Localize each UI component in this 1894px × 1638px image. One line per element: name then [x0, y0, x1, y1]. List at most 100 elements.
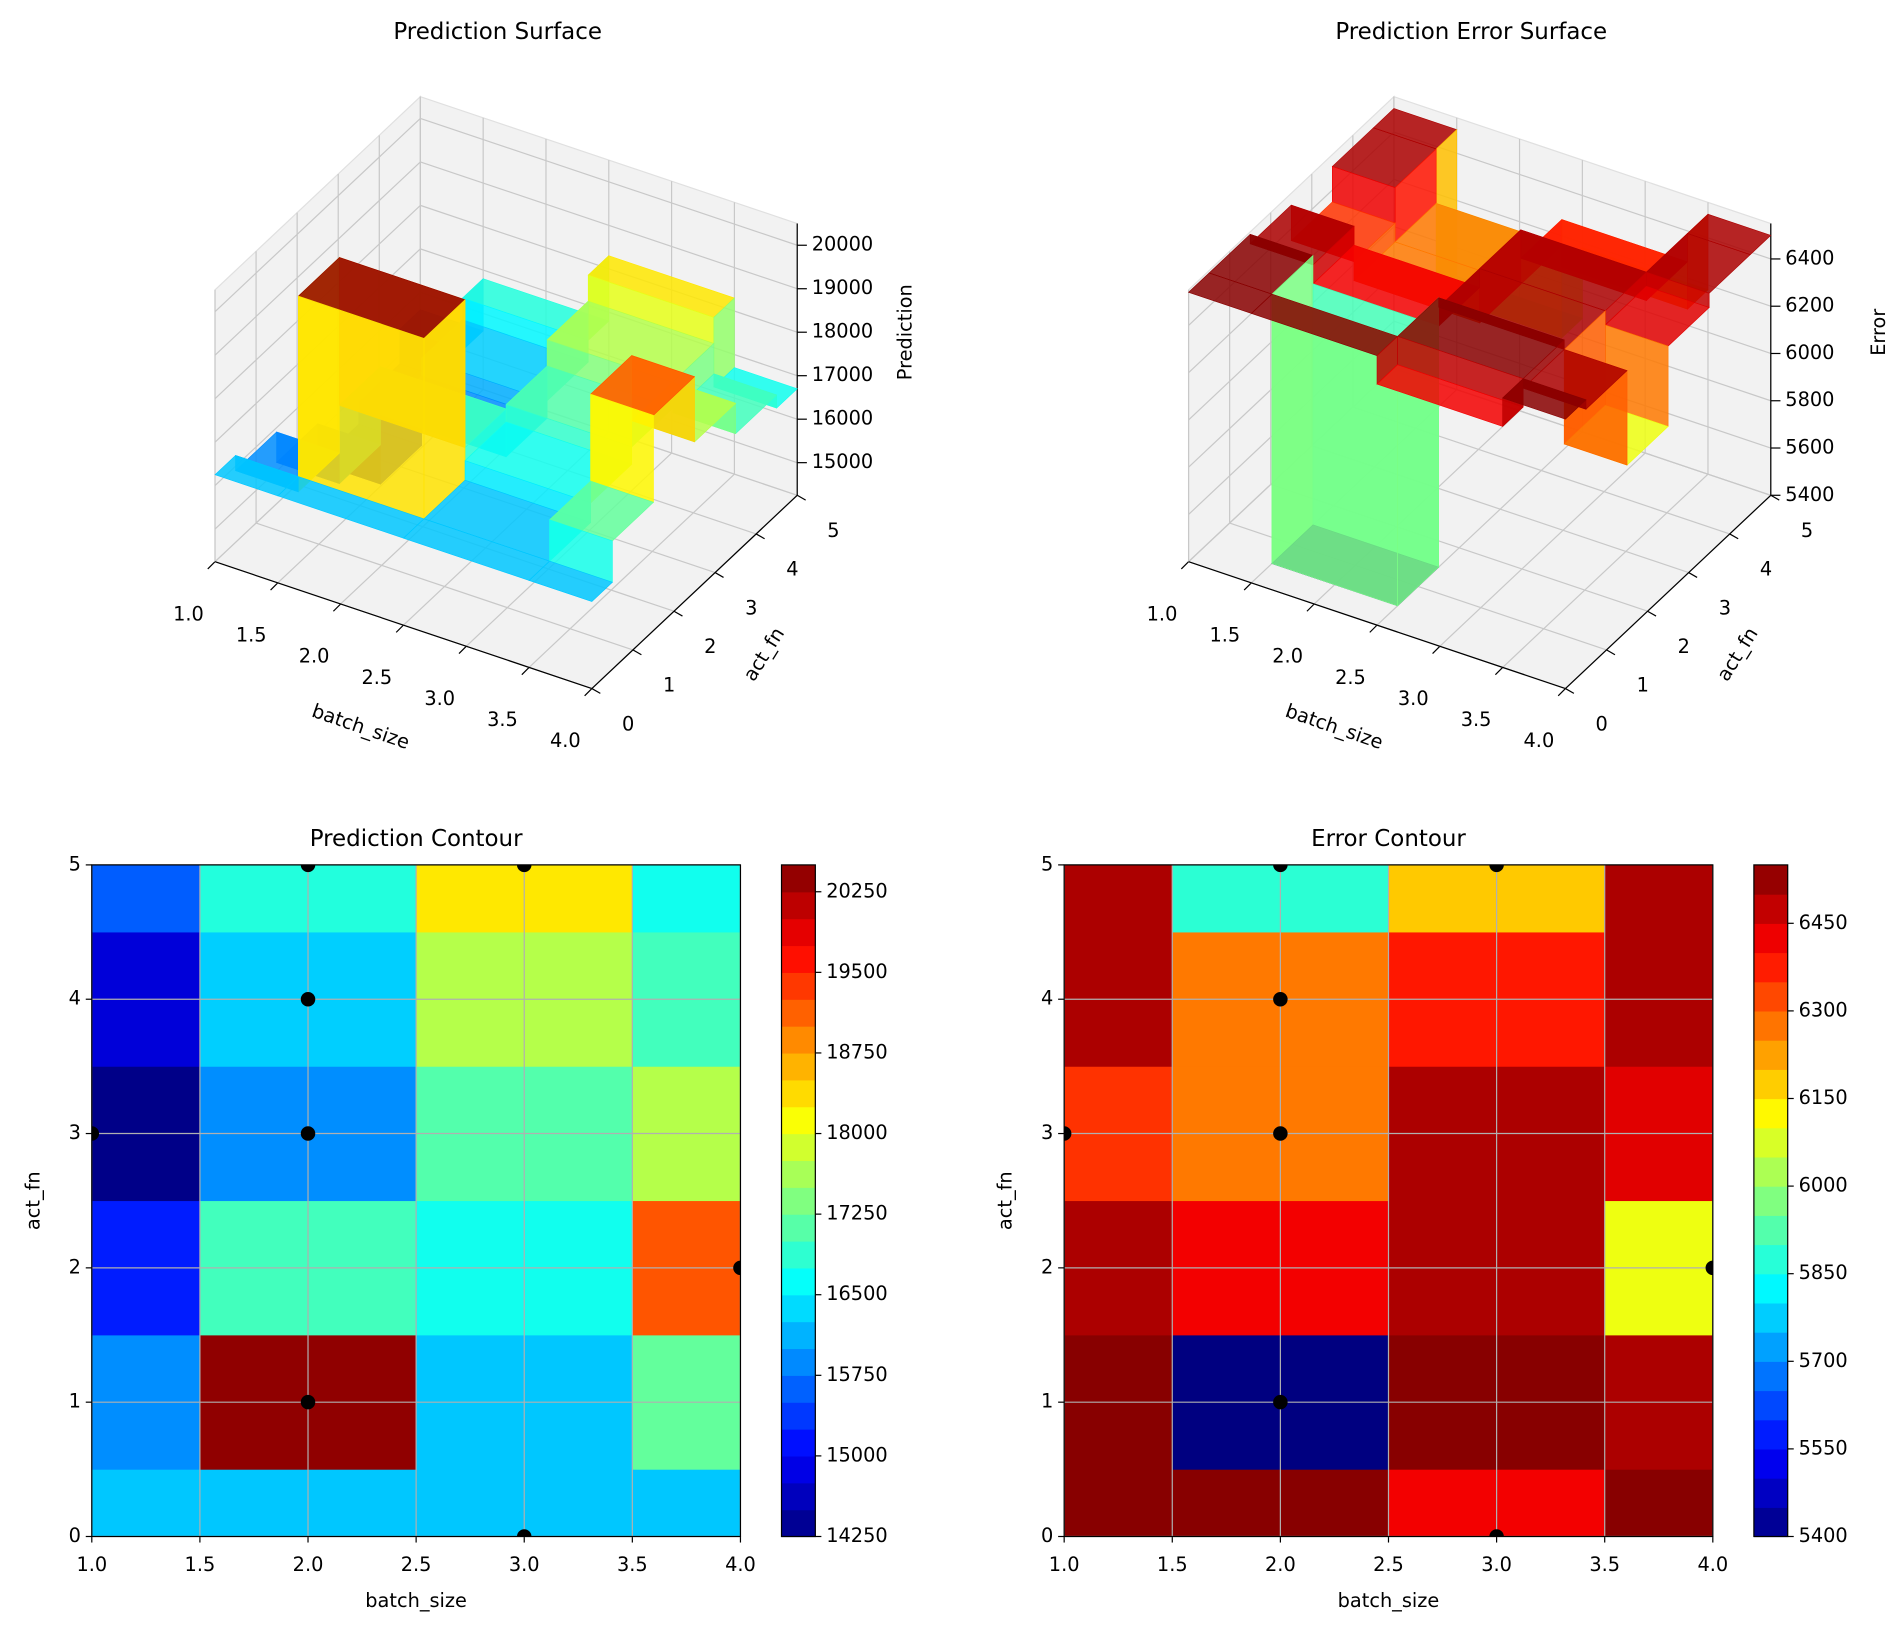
tick-mark: [796, 494, 806, 501]
tick-mark: [207, 561, 216, 570]
colorbar-band: [1753, 894, 1788, 924]
y-tick-label: 3: [1041, 1121, 1053, 1144]
tick-mark: [1180, 561, 1190, 570]
colorbar-tick-label: 15000: [826, 1443, 887, 1466]
x-axis-label: batch_size: [365, 1589, 467, 1612]
data-point: [300, 1126, 316, 1141]
y-tick-label: 1: [663, 674, 675, 697]
colorbar-band: [781, 1455, 816, 1484]
x-tick-label: 1.5: [236, 624, 267, 647]
contour-cell: [1604, 1468, 1714, 1537]
surface-cell: [528, 560, 613, 602]
tick-mark: [1494, 666, 1504, 676]
y-axis-label: act_fn: [1712, 623, 1763, 685]
data-point: [733, 1260, 741, 1276]
colorbar-tick-label: 5850: [1799, 1261, 1848, 1284]
tick-mark: [1557, 688, 1566, 697]
colorbar-tick-label: 20250: [826, 879, 887, 902]
chart-title: Prediction Error Surface: [1335, 19, 1607, 45]
colorbar-band: [781, 972, 816, 1000]
tick-mark: [1647, 610, 1657, 617]
y-tick-label: 2: [1678, 635, 1690, 658]
x-tick-label: 4.0: [725, 1553, 756, 1576]
z-tick-label: 6400: [1785, 246, 1834, 269]
colorbar-band: [1753, 1215, 1788, 1246]
x-tick-label: 1.0: [173, 602, 204, 625]
surface-cell: [1502, 378, 1587, 420]
data-point: [1273, 991, 1288, 1007]
x-tick-label: 1.0: [1049, 1553, 1080, 1576]
colorbar-tick-label: 19500: [826, 960, 887, 983]
data-point: [300, 1394, 316, 1410]
colorbar-band: [1753, 1127, 1788, 1158]
colorbar-band: [781, 1402, 816, 1430]
x-tick-label: 2.5: [362, 666, 393, 689]
colorbar-band: [1753, 1361, 1788, 1392]
colorbar-band: [781, 1348, 816, 1376]
z-tick-label: 16000: [812, 407, 873, 430]
contour-cell: [631, 1468, 741, 1537]
data-point: [1489, 1529, 1504, 1537]
colorbar-band: [1753, 952, 1788, 983]
colorbar-band: [781, 1079, 816, 1108]
tick-mark: [1688, 572, 1698, 578]
z-tick-label: 6000: [1785, 341, 1834, 364]
z-tick-label: 5400: [1785, 483, 1834, 506]
x-tick-label: 1.5: [185, 1553, 216, 1576]
colorbar-band: [781, 891, 816, 920]
grid-line: [214, 117, 421, 313]
y-axis: [591, 494, 798, 689]
tick-mark: [1565, 688, 1575, 694]
colorbar-band: [1753, 1273, 1788, 1304]
z-tick-label: 19000: [812, 276, 873, 299]
colorbar-tick-label: 6450: [1799, 911, 1848, 934]
data-point: [1273, 1394, 1288, 1410]
colorbar-band: [1753, 1419, 1788, 1450]
data-point: [1064, 1126, 1072, 1141]
data-point: [516, 1529, 532, 1537]
z-tick-label: 5800: [1785, 388, 1834, 411]
data-point: [1705, 1260, 1713, 1276]
colorbar-band: [781, 1026, 816, 1054]
z-axis-label: Prediction: [893, 284, 916, 380]
x-tick-label: 1.5: [1157, 1553, 1188, 1576]
y-tick-label: 5: [1041, 852, 1053, 875]
colorbar-tick-label: 15750: [826, 1363, 887, 1386]
tick-mark: [395, 624, 404, 633]
colorbar-band: [781, 1429, 816, 1457]
colorbar-tick-label: 18000: [826, 1121, 887, 1144]
x-axis: [214, 561, 593, 690]
x-tick-label: 1.0: [1147, 602, 1178, 625]
data-point: [300, 864, 316, 873]
x-tick-label: 3.0: [424, 687, 455, 710]
x-tick-label: 2.5: [1335, 666, 1366, 689]
grid-line: [1502, 473, 1709, 668]
tick-mark: [458, 645, 467, 654]
tick-mark: [1306, 603, 1315, 612]
z-tick-label: 5600: [1785, 436, 1834, 459]
colorbar-tick-label: 5400: [1799, 1524, 1848, 1547]
grid-line: [1439, 452, 1646, 647]
x-tick-label: 1.5: [1209, 624, 1240, 647]
x-tick-label: 2.0: [1265, 1553, 1296, 1576]
colorbar-band: [1753, 1507, 1788, 1538]
x-axis-label: batch_size: [1338, 1589, 1440, 1612]
colorbar-band: [781, 864, 816, 893]
chart-title: Prediction Contour: [310, 826, 523, 852]
colorbar-band: [1753, 981, 1788, 1012]
x-tick-label: 2.5: [401, 1553, 432, 1576]
data-point: [91, 1126, 100, 1141]
grid-line: [528, 473, 735, 668]
colorbar-band: [781, 1321, 816, 1350]
y-tick-label: 4: [69, 987, 81, 1010]
colorbar-band: [781, 1187, 816, 1215]
tick-mark: [591, 688, 601, 694]
colorbar-tick-label: 6150: [1799, 1086, 1848, 1109]
colorbar-band: [781, 1240, 816, 1269]
x-axis-label: batch_size: [1283, 699, 1387, 754]
x-tick-label: 3.5: [1589, 1553, 1620, 1576]
colorbar-band: [1753, 1156, 1788, 1187]
z-tick-label: 17000: [812, 363, 873, 386]
x-tick-label: 3.5: [1461, 708, 1492, 731]
colorbar-frame: [780, 864, 816, 1538]
